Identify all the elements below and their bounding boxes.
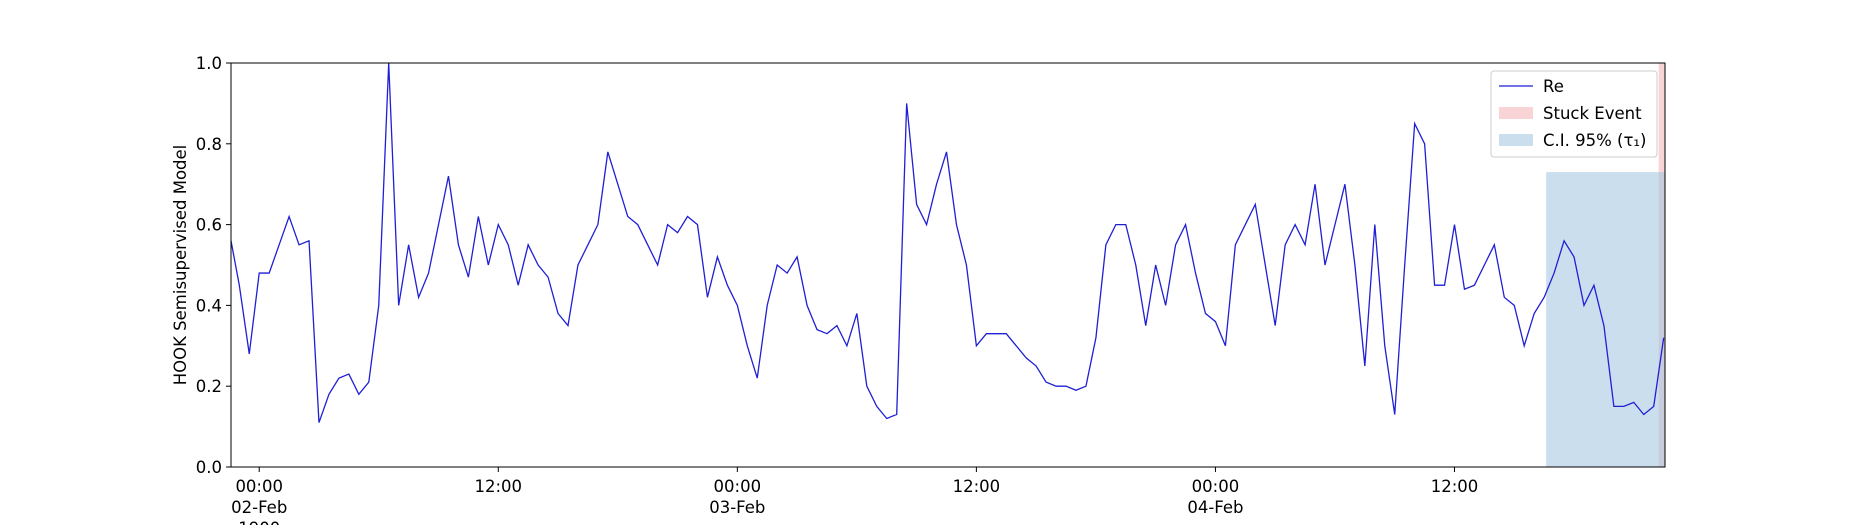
y-tick-label: 0.0 <box>196 458 222 477</box>
x-tick-label: 00:00 04-Feb <box>1187 477 1243 517</box>
legend-swatch <box>1499 134 1533 146</box>
data-line <box>230 62 1665 423</box>
legend-label: Re <box>1543 77 1564 96</box>
y-tick-label: 0.2 <box>196 377 222 396</box>
x-tick-label: 00:00 03-Feb <box>709 477 765 517</box>
legend-swatch <box>1499 107 1533 119</box>
y-tick-label: 0.6 <box>196 216 222 235</box>
legend-label: Stuck Event <box>1543 104 1642 123</box>
y-tick-label: 1.0 <box>196 54 222 73</box>
y-axis-label: HOOK Semisupervised Model <box>171 145 190 386</box>
x-tick-label: 12:00 <box>953 477 1001 496</box>
span <box>1546 172 1665 467</box>
legend: Re Stuck Event C.I. 95% (τ₁) <box>1490 70 1658 158</box>
y-tick-label: 0.4 <box>196 296 222 315</box>
x-tick-label: 12:00 <box>474 477 522 496</box>
legend-label: C.I. 95% (τ₁) <box>1543 131 1646 150</box>
x-tick-label: 12:00 <box>1431 477 1479 496</box>
plot-frame <box>230 62 1666 468</box>
y-tick-label: 0.8 <box>196 135 222 154</box>
